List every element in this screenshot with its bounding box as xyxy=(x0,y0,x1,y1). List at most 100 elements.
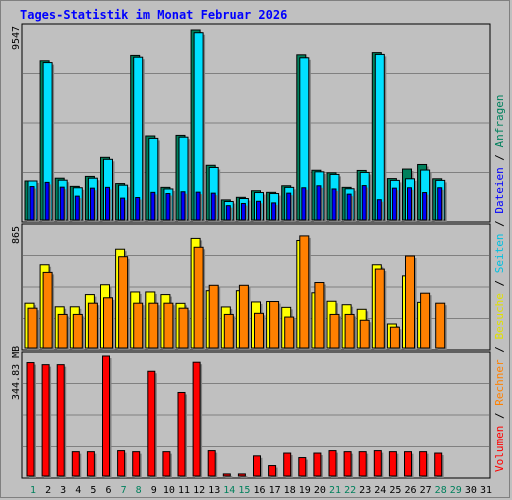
x-tick-label: 17 xyxy=(269,485,281,496)
x-tick-label: 23 xyxy=(359,485,371,496)
x-tick-label: 16 xyxy=(253,485,265,496)
x-tick-label: 10 xyxy=(163,485,175,496)
bar-rechner xyxy=(269,301,280,349)
bar-rechner xyxy=(223,313,234,349)
x-tick-label: 20 xyxy=(314,485,326,496)
x-tick-label: 14 xyxy=(223,485,235,496)
bar-volumen xyxy=(177,391,186,477)
x-tick-label: 27 xyxy=(420,485,432,496)
x-tick-label: 12 xyxy=(193,485,205,496)
bar-seiten xyxy=(374,53,385,221)
bar-volumen xyxy=(298,457,307,477)
x-tick-label: 7 xyxy=(121,485,127,496)
bar-rechner xyxy=(208,284,219,349)
bar-volumen xyxy=(26,362,35,477)
x-tick-label: 6 xyxy=(105,485,111,496)
bar-dateien xyxy=(89,187,95,221)
bar-rechner xyxy=(118,256,129,349)
bar-rechner xyxy=(178,307,189,349)
x-tick-label: 4 xyxy=(75,485,81,496)
x-tick-label: 9 xyxy=(151,485,157,496)
bar-volumen xyxy=(102,355,110,477)
bar-dateien xyxy=(210,192,216,221)
bar-dateien xyxy=(165,193,171,221)
x-tick-label: 18 xyxy=(284,485,296,496)
bar-volumen xyxy=(192,361,201,477)
x-tick-label: 21 xyxy=(329,485,341,496)
bar-dateien xyxy=(180,191,186,221)
bar-volumen xyxy=(237,473,246,477)
bar-volumen xyxy=(117,450,126,477)
bar-rechner xyxy=(87,302,98,349)
bar-volumen xyxy=(222,473,231,477)
bar-rechner xyxy=(344,313,355,349)
bar-rechner xyxy=(329,313,340,349)
x-tick-label: 2 xyxy=(45,485,51,496)
bar-dateien xyxy=(120,197,126,221)
bar-volumen xyxy=(162,451,171,477)
x-tick-label: 30 xyxy=(465,485,477,496)
bar-seiten xyxy=(133,56,144,221)
chart-title: Tages-Statistik im Monat Februar 2026 xyxy=(20,8,288,22)
bar-rechner xyxy=(405,255,415,349)
x-tick-label: 22 xyxy=(344,485,356,496)
bar-volumen xyxy=(388,451,397,477)
bar-volumen xyxy=(41,364,50,477)
bar-dateien xyxy=(135,197,141,221)
x-tick-label: 8 xyxy=(136,485,142,496)
bar-dateien xyxy=(437,187,443,221)
bar-rechner xyxy=(435,302,446,349)
bar-rechner xyxy=(420,292,431,349)
bar-rechner xyxy=(314,282,325,349)
x-tick-label: 13 xyxy=(208,485,220,496)
bar-dateien xyxy=(44,181,50,221)
bar-volumen xyxy=(328,450,337,477)
bar-dateien xyxy=(346,193,352,221)
bar-rechner xyxy=(42,271,53,349)
bar-dateien xyxy=(391,187,397,221)
bar-dateien xyxy=(361,185,367,221)
bar-rechner xyxy=(359,319,370,349)
bar-dateien xyxy=(301,187,307,221)
bar-dateien xyxy=(407,187,412,221)
bar-volumen-shadow xyxy=(225,475,233,478)
bar-rechner xyxy=(389,326,400,349)
bar-dateien xyxy=(331,188,337,221)
bar-rechner xyxy=(163,302,174,349)
bar-volumen xyxy=(253,455,261,477)
bar-volumen xyxy=(71,451,80,477)
x-tick-label: 26 xyxy=(404,485,416,496)
bar-volumen xyxy=(343,451,352,477)
bar-rechner xyxy=(103,297,113,349)
bar-dateien xyxy=(271,202,277,221)
bar-dateien xyxy=(286,192,292,221)
bar-dateien xyxy=(422,192,428,221)
bar-volumen xyxy=(358,451,367,477)
x-tick-label: 5 xyxy=(90,485,96,496)
x-tick-label: 19 xyxy=(299,485,311,496)
bar-volumen-shadow xyxy=(240,475,248,478)
bar-dateien xyxy=(150,191,156,221)
x-tick-label: 3 xyxy=(60,485,66,496)
bar-volumen xyxy=(132,451,141,477)
x-tick-label: 1 xyxy=(30,485,36,496)
bar-volumen xyxy=(86,451,95,477)
bar-rechner xyxy=(148,302,159,349)
bar-volumen xyxy=(283,452,292,477)
x-tick-label: 15 xyxy=(238,485,250,496)
bar-dateien xyxy=(240,202,246,221)
bar-rechner xyxy=(72,313,83,349)
bar-rechner xyxy=(193,246,204,349)
bar-volumen xyxy=(313,452,322,477)
bar-dateien xyxy=(376,199,382,221)
x-tick-label: 11 xyxy=(178,485,190,496)
x-tick-label: 28 xyxy=(435,485,447,496)
bar-rechner xyxy=(133,302,144,349)
bar-dateien xyxy=(225,205,231,221)
bar-volumen xyxy=(207,450,216,477)
bar-dateien xyxy=(195,191,201,221)
bar-volumen xyxy=(56,364,65,477)
bar-dateien xyxy=(256,200,261,221)
x-tick-label: 29 xyxy=(450,485,462,496)
